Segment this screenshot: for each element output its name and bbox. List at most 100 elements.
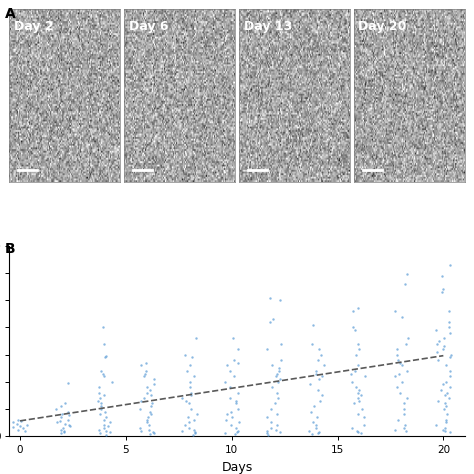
Point <box>13 420 20 428</box>
Point <box>222 416 230 424</box>
Point <box>101 408 109 415</box>
Point <box>277 340 285 347</box>
Point <box>446 318 453 326</box>
Point <box>60 427 68 435</box>
Point <box>223 362 230 369</box>
Point <box>309 431 316 438</box>
Point <box>391 373 398 380</box>
Point <box>441 424 449 432</box>
Point <box>181 421 189 429</box>
Point <box>402 427 410 435</box>
Point <box>187 389 194 396</box>
Point <box>439 381 447 388</box>
Point <box>231 431 239 438</box>
Point <box>137 427 145 435</box>
Point <box>187 405 195 413</box>
Point <box>315 375 323 383</box>
Point <box>147 410 155 418</box>
Point <box>358 405 365 413</box>
Point <box>190 431 197 439</box>
Point <box>446 428 454 436</box>
Point <box>315 356 322 364</box>
Point <box>107 419 114 426</box>
Point <box>94 397 102 404</box>
Point <box>54 419 61 426</box>
Point <box>143 416 151 424</box>
Point <box>57 413 65 421</box>
Point <box>351 326 359 334</box>
Point <box>221 378 228 385</box>
Point <box>57 429 64 437</box>
Point <box>404 335 412 342</box>
Point <box>146 386 154 394</box>
Point <box>355 410 362 418</box>
Point <box>102 413 110 421</box>
Point <box>9 424 17 431</box>
Point <box>446 367 453 374</box>
Point <box>438 272 446 280</box>
Point <box>181 351 189 358</box>
Point <box>309 340 316 347</box>
Point <box>64 379 72 387</box>
Point <box>276 375 284 383</box>
Point <box>434 340 441 347</box>
Point <box>438 288 446 296</box>
Point <box>23 421 30 429</box>
Point <box>355 340 362 347</box>
Point <box>312 367 320 374</box>
Point <box>355 389 362 396</box>
Point <box>65 411 73 419</box>
Point <box>432 421 440 429</box>
Point <box>391 307 399 315</box>
Point <box>192 335 200 342</box>
Point <box>230 356 237 364</box>
Point <box>352 383 359 391</box>
Point <box>352 367 359 374</box>
Point <box>355 305 362 312</box>
Point <box>348 378 356 385</box>
Point <box>234 359 242 366</box>
Point <box>191 373 198 380</box>
Point <box>352 351 360 358</box>
Point <box>264 427 271 435</box>
Point <box>354 428 362 436</box>
Point <box>398 313 405 320</box>
Point <box>354 394 362 402</box>
Point <box>442 400 449 407</box>
Point <box>440 426 447 433</box>
Point <box>401 400 408 407</box>
Point <box>184 413 192 421</box>
Point <box>143 389 151 396</box>
Point <box>137 405 144 413</box>
Point <box>276 296 283 304</box>
Point <box>312 421 320 429</box>
Point <box>186 378 194 385</box>
Point <box>233 428 241 436</box>
Point <box>361 373 369 380</box>
Point <box>355 386 363 394</box>
Point <box>403 367 410 374</box>
Point <box>182 397 190 404</box>
Point <box>143 419 150 426</box>
Point <box>226 367 234 374</box>
Point <box>191 428 199 436</box>
Point <box>357 429 365 437</box>
Point <box>347 370 355 377</box>
Point <box>276 367 283 374</box>
Point <box>401 421 409 429</box>
Point <box>183 367 191 374</box>
Point <box>443 389 450 396</box>
Point <box>228 413 236 421</box>
Point <box>102 431 110 439</box>
Point <box>278 356 285 364</box>
Text: Day 20: Day 20 <box>358 20 407 33</box>
Point <box>98 400 105 407</box>
Point <box>58 402 65 410</box>
Point <box>137 397 145 404</box>
X-axis label: Days: Days <box>221 461 253 474</box>
Point <box>148 400 156 407</box>
Point <box>102 427 109 435</box>
Point <box>101 354 109 361</box>
Point <box>440 405 448 413</box>
Point <box>9 419 17 426</box>
